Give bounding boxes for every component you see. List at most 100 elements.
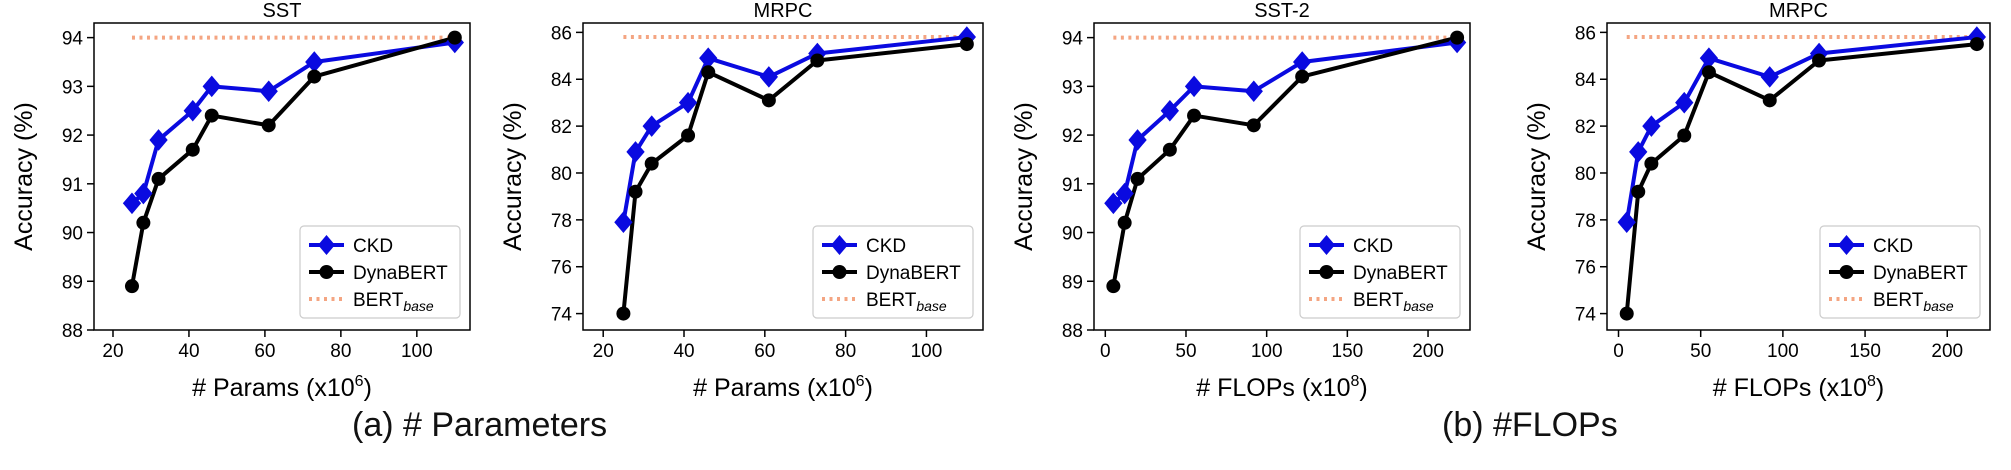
dynabert-point (810, 53, 825, 68)
y-tick-label: 94 (1062, 29, 1084, 50)
dynabert-point (1450, 30, 1465, 45)
legend-dynabert-marker (832, 265, 847, 279)
caption-a: (a) # Parameters (352, 406, 608, 444)
x-tick-label: 20 (102, 341, 123, 362)
legend-dynabert-marker (1839, 265, 1854, 279)
plot-frame (582, 22, 984, 331)
chart-panel-3: SST-2 0 50 100 150 200 88 89 90 91 92 93 94 # FLOPs (… (1010, 0, 1471, 402)
dynabert-line (130, 35, 456, 287)
y-tick-label: 91 (1062, 175, 1083, 196)
y-axis-label: Accuracy (%) (10, 102, 38, 251)
ckd-point (183, 99, 202, 122)
x-tick-label: 200 (1412, 341, 1444, 362)
legend-dynabert-label: DynaBERT (1353, 263, 1448, 284)
chart-title: MRPC (754, 0, 813, 22)
dynabert-point (1187, 108, 1202, 123)
y-tick-label: 86 (551, 23, 572, 44)
chart-panel-2: MRPC 20 40 60 80 100 74 76 78 80 82 84 86 # Params (x… (499, 0, 984, 402)
ckd-point (1629, 141, 1648, 163)
x-tick-label: 150 (1849, 341, 1881, 362)
dynabert-point (1677, 128, 1692, 143)
y-tick-label: 76 (1575, 258, 1596, 279)
ckd-point (134, 182, 153, 205)
dynabert-point (1246, 118, 1261, 133)
dynabert-point (681, 128, 696, 143)
ckd-point (1128, 129, 1147, 151)
legend-dynabert-label: DynaBERT (866, 263, 961, 284)
plot-frame (1093, 22, 1471, 331)
legend-bert-base-label: BERTbase (353, 290, 434, 314)
x-tick-label: 100 (401, 341, 433, 362)
dynabert-point (151, 171, 166, 186)
x-tick-label: 0 (1100, 341, 1111, 362)
ckd-point (1115, 182, 1134, 205)
ckd-point (1617, 211, 1636, 233)
y-tick-label: 84 (1575, 70, 1597, 91)
dynabert-point (1644, 156, 1659, 171)
dynabert-point (124, 279, 139, 294)
y-tick-label: 74 (551, 305, 573, 326)
ckd-line (1624, 35, 1978, 223)
legend-box (812, 225, 974, 319)
dynabert-point (261, 118, 276, 133)
dynabert-point (959, 37, 974, 52)
legend-box (1299, 225, 1461, 319)
dynabert-point (204, 108, 219, 123)
plot-frame (93, 22, 471, 331)
dynabert-point (1701, 65, 1716, 80)
x-tick-label: 60 (254, 341, 275, 362)
x-tick-label: 50 (1175, 341, 1196, 362)
legend-box (1819, 225, 1981, 319)
chart-title: SST (263, 0, 302, 22)
legend: CKD DynaBERT BERTbase (812, 225, 974, 319)
dynabert-point (1969, 37, 1984, 52)
dynabert-point (1631, 184, 1646, 199)
dynabert-point (701, 65, 716, 80)
y-tick-label: 78 (551, 211, 572, 232)
y-tick-label: 82 (1575, 117, 1596, 138)
x-tick-label: 100 (911, 341, 943, 362)
ckd-point (642, 115, 661, 137)
legend: CKD DynaBERT BERTbase (1819, 225, 1981, 319)
dynabert-point (1619, 306, 1634, 321)
x-tick-label: 0 (1613, 341, 1624, 362)
dynabert-point (185, 142, 200, 157)
chart-panel-4: MRPC 0 50 100 150 200 74 76 78 80 82 84 86 # FLOPs (x… (1523, 0, 1991, 402)
dynabert-point (136, 215, 151, 230)
chart-panel-1: SST 20 40 60 80 100 88 89 90 91 92 93 94 # Params (x1… (10, 0, 471, 402)
x-tick-label: 100 (1767, 341, 1799, 362)
ckd-point (202, 75, 221, 98)
dynabert-point (1117, 215, 1132, 230)
dynabert-point (1130, 171, 1145, 186)
ckd-line (621, 35, 968, 223)
ckd-line (130, 40, 456, 205)
ckd-point (1160, 99, 1180, 122)
x-tick-label: 50 (1690, 341, 1711, 362)
ckd-point (614, 211, 633, 233)
dynabert-point (307, 69, 322, 84)
dynabert-point (644, 156, 659, 171)
dynabert-point (628, 184, 643, 199)
y-tick-label: 92 (1062, 126, 1083, 147)
legend-dynabert-marker (319, 265, 334, 279)
y-tick-label: 91 (62, 175, 83, 196)
x-tick-label: 200 (1931, 341, 1963, 362)
ckd-point (678, 91, 698, 114)
y-tick-label: 80 (1575, 164, 1596, 185)
y-tick-label: 82 (551, 117, 572, 138)
x-tick-label: 150 (1332, 341, 1364, 362)
ckd-point (1760, 66, 1779, 88)
dynabert-point (1762, 93, 1777, 108)
legend-bert-base-label: BERTbase (866, 290, 947, 314)
chart-title: SST-2 (1254, 0, 1310, 22)
ckd-point (149, 129, 168, 151)
ckd-point (122, 192, 142, 215)
ckd-point (626, 141, 645, 163)
dynabert-point (761, 93, 776, 108)
legend-ckd-label: CKD (353, 236, 393, 257)
legend-ckd-label: CKD (866, 236, 906, 257)
caption-b: (b) #FLOPs (1442, 406, 1618, 444)
y-tick-label: 94 (62, 29, 84, 50)
x-tick-label: 80 (835, 341, 856, 362)
ckd-point (1675, 91, 1694, 114)
